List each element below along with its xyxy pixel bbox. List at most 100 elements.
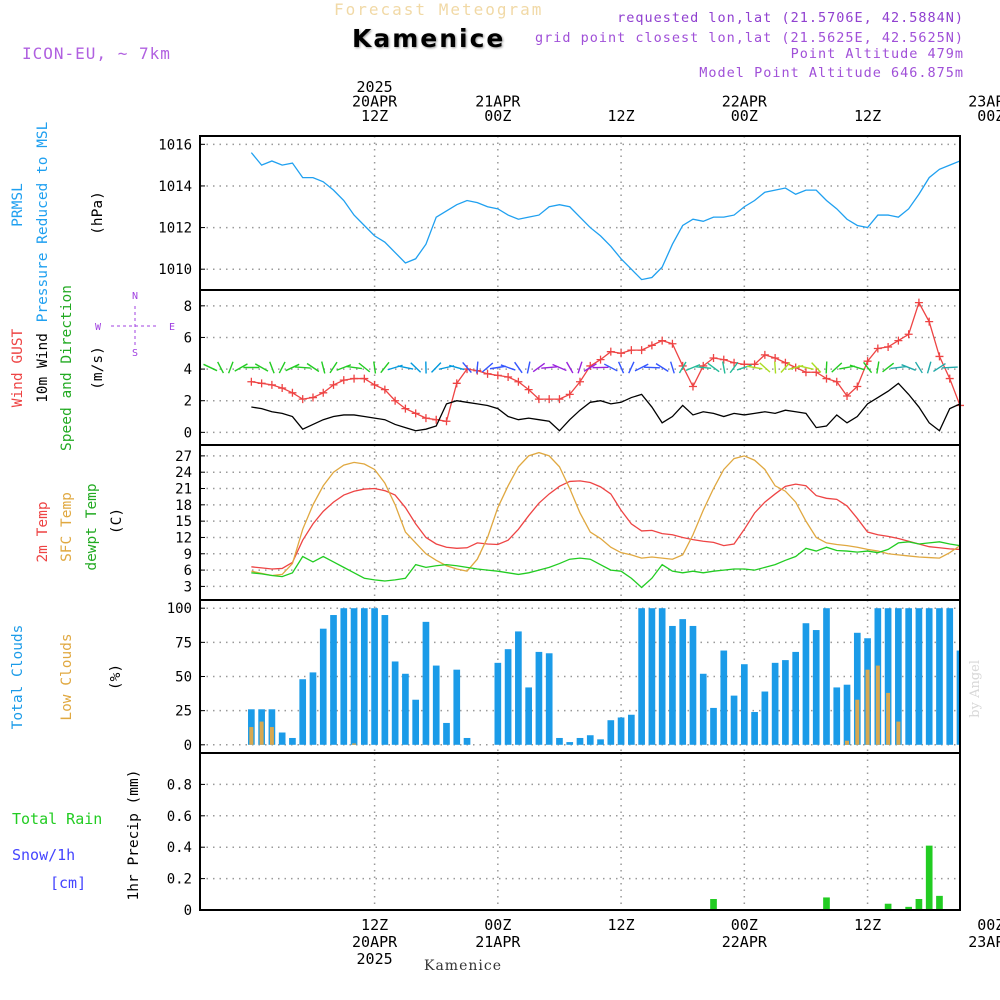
- wind-direction-arrow: [643, 366, 660, 369]
- ytick-label: 0.8: [167, 777, 192, 793]
- gust-marker: [884, 342, 893, 351]
- wind-direction-arrow: [926, 361, 932, 374]
- bar-total-clouds: [309, 672, 317, 745]
- panel-temp: [199, 444, 961, 601]
- compass-e: E: [169, 322, 175, 333]
- top-time-label: 23APR: [968, 93, 1000, 111]
- gust-marker: [658, 336, 667, 345]
- bar-total-clouds: [823, 608, 830, 745]
- bar-total-clouds: [710, 707, 717, 745]
- bottom-time-label: 20APR: [352, 933, 398, 951]
- bar-total-clouds: [812, 630, 820, 745]
- bar-total-clouds: [915, 608, 923, 745]
- ytick-label: 12: [175, 530, 192, 546]
- series-2m-temp: [251, 480, 960, 570]
- compass-cross: [111, 306, 159, 346]
- wind-direction-arrow: [933, 362, 946, 373]
- ytick-label: 18: [175, 498, 192, 514]
- label-ms: (m/s): [90, 346, 106, 390]
- wind-direction-arrow: [685, 363, 701, 372]
- bottom-time-label: 22APR: [722, 933, 768, 951]
- bar-total-clouds: [494, 662, 502, 745]
- bar-total-clouds: [432, 665, 440, 745]
- wind-direction-arrow: [655, 363, 669, 372]
- bar-total-clouds: [669, 625, 676, 745]
- bar-total-clouds: [730, 695, 738, 745]
- ytick-label: 1010: [158, 262, 192, 278]
- bar-total-clouds: [299, 679, 307, 745]
- bar-total-clouds: [350, 608, 358, 745]
- wind-direction-arrow: [285, 363, 300, 372]
- bar-total-clouds: [340, 608, 348, 745]
- gust-marker: [935, 352, 944, 361]
- bar-total-clouds: [422, 621, 430, 745]
- gust-marker: [350, 374, 359, 383]
- gust-marker: [781, 358, 790, 367]
- ytick-label: 24: [175, 465, 192, 481]
- label-total-clouds: Total Clouds: [10, 625, 26, 730]
- ytick-label: 1012: [158, 221, 192, 237]
- bottom-time-label: 00Z: [977, 916, 1000, 934]
- wind-direction-arrow: [759, 362, 771, 373]
- bar-total-clouds: [504, 649, 512, 745]
- wind-direction-arrow: [278, 361, 286, 374]
- wind-direction-arrow: [358, 362, 371, 373]
- bar-total-clouds: [535, 651, 543, 745]
- bar-total-clouds: [402, 673, 409, 745]
- wind-direction-arrow: [707, 362, 720, 373]
- wind-direction-arrow: [541, 366, 558, 369]
- model-label: ICON-EU, ~ 7km: [22, 44, 171, 63]
- gust-marker: [380, 385, 389, 394]
- ytick-label: 6: [184, 330, 192, 346]
- label-10m-wind: 10m Wind: [35, 333, 51, 403]
- bar-low-clouds: [875, 665, 880, 745]
- bar-total-rain: [710, 899, 717, 910]
- wind-direction-arrow: [373, 361, 377, 374]
- wind-direction-arrow: [890, 365, 907, 370]
- series-wind-gust: [251, 301, 960, 423]
- label-precip-unit: 1hr Precip (mm): [126, 770, 142, 901]
- wind-direction-arrow: [825, 361, 828, 374]
- compass-s: S: [132, 348, 138, 359]
- gust-marker: [247, 377, 256, 386]
- gust-marker: [421, 414, 430, 423]
- label-snow: Snow/1h: [12, 846, 75, 864]
- top-time-label: 20APR: [352, 93, 398, 111]
- gust-marker: [596, 355, 605, 364]
- bottom-time-label: 00Z: [484, 916, 511, 934]
- wind-direction-arrow: [489, 365, 506, 370]
- panel-wind: [200, 290, 964, 446]
- bar-total-clouds: [391, 661, 399, 745]
- bottom-time-label: 23APR: [968, 933, 1000, 951]
- footer-location: Kamenice: [424, 958, 502, 974]
- wind-direction-arrow: [583, 363, 597, 372]
- gust-marker: [288, 388, 297, 397]
- gust-marker: [442, 417, 451, 426]
- wind-direction-arrow: [336, 364, 352, 371]
- bar-total-clouds: [371, 608, 378, 745]
- ytick-label: 0.6: [167, 809, 192, 825]
- top-time-label: 12Z: [854, 107, 881, 125]
- bar-total-clouds: [884, 608, 892, 745]
- label-prmsl: PRMSL: [10, 183, 26, 227]
- top-time-label: 12Z: [608, 107, 635, 125]
- bar-total-clouds: [412, 699, 420, 745]
- wind-direction-arrow: [234, 363, 248, 372]
- bar-total-rain: [925, 845, 933, 910]
- bar-total-clouds: [463, 737, 471, 745]
- gust-marker: [606, 347, 615, 356]
- wind-direction-arrow: [227, 361, 234, 374]
- gust-marker: [545, 395, 554, 404]
- bar-total-clouds: [556, 737, 563, 745]
- panel-frame: [199, 752, 961, 911]
- label-sfc-temp: SFC Temp: [59, 492, 75, 562]
- gust-marker: [298, 395, 307, 404]
- bar-total-clouds: [925, 608, 933, 745]
- gust-marker: [812, 368, 821, 377]
- bar-total-clouds: [278, 732, 286, 745]
- bar-total-clouds: [628, 714, 635, 745]
- bar-total-clouds: [443, 722, 450, 745]
- bar-total-clouds: [525, 687, 532, 745]
- gust-marker: [894, 336, 903, 345]
- wind-direction-arrow: [449, 364, 465, 371]
